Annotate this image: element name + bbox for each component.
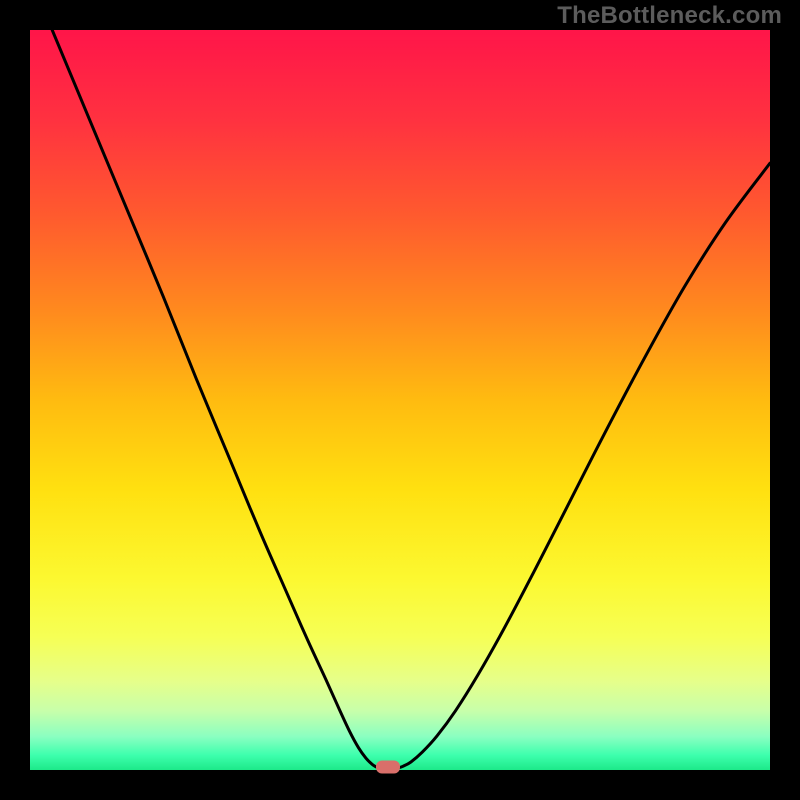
chart-frame: TheBottleneck.com — [0, 0, 800, 800]
bottleneck-curve — [30, 30, 770, 770]
optimal-marker — [376, 761, 400, 774]
watermark-text: TheBottleneck.com — [557, 2, 782, 30]
plot-area — [30, 30, 770, 770]
